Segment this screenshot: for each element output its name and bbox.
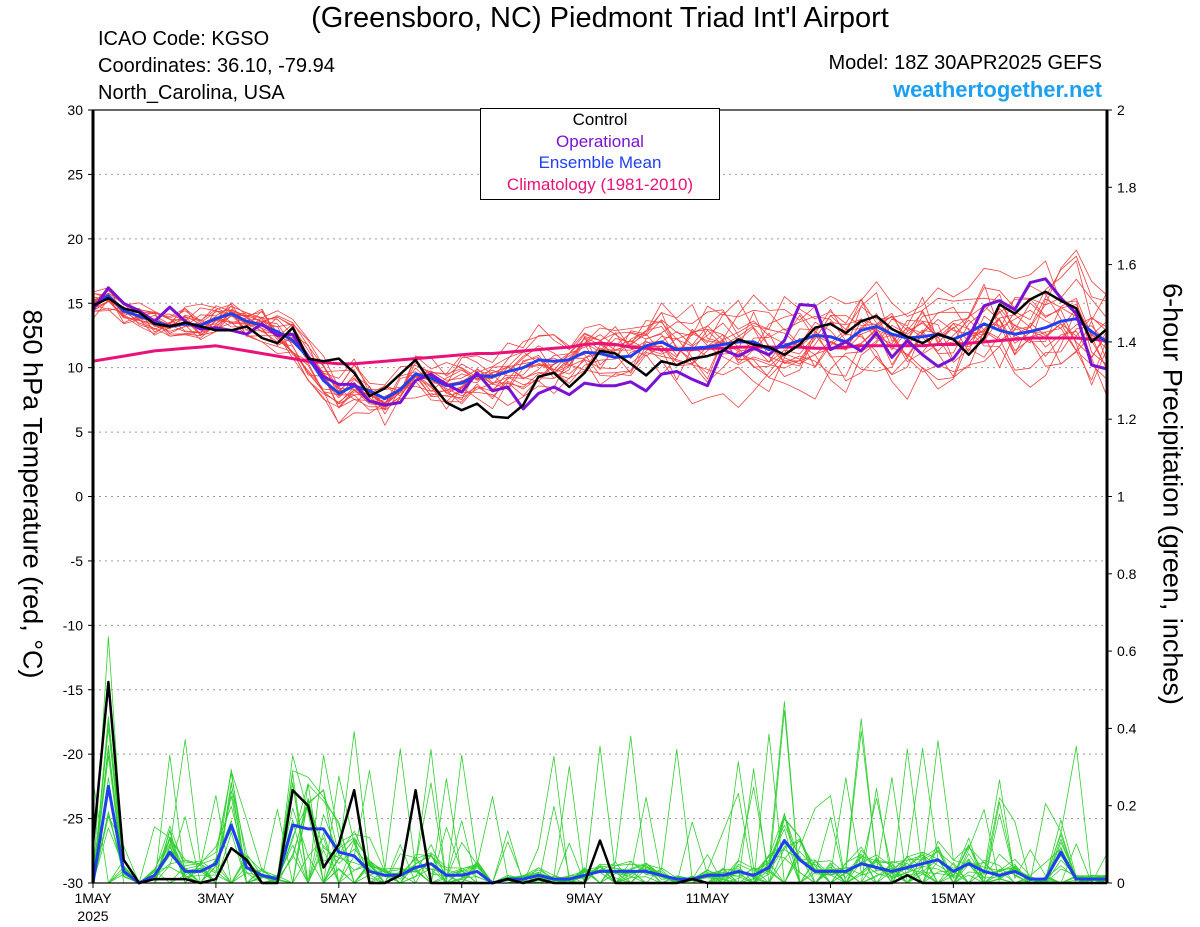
chart-legend: Control Operational Ensemble Mean Climat… — [480, 108, 720, 200]
left-tick-label: -10 — [63, 617, 83, 633]
temperature-control-line — [92, 290, 1108, 420]
precip-member-line — [93, 745, 1108, 884]
x-tick-label: 5MAY — [320, 890, 358, 906]
left-tick-label: -30 — [63, 875, 83, 891]
left-tick-label: 15 — [67, 295, 83, 311]
temperature-member-line — [92, 249, 1108, 424]
right-axis-label: 6-hour Precipitation (green, inches) — [1157, 283, 1188, 705]
x-tick-label: 11MAY — [686, 890, 730, 906]
plot-frame — [92, 109, 1108, 884]
x-tick-label: 15MAY — [931, 890, 977, 906]
x-tick-label: 9MAY — [566, 890, 604, 906]
right-tick-label: 0.6 — [1117, 643, 1137, 659]
temperature-member-line — [92, 255, 1108, 406]
temperature-member-line — [92, 294, 1108, 426]
right-tick-label: 0.4 — [1117, 720, 1137, 736]
temperature-member-line — [92, 287, 1108, 411]
legend-operational: Operational — [556, 131, 644, 151]
temperature-member-line — [92, 260, 1108, 424]
precip-ensemble-mean-line — [91, 784, 1107, 885]
x-tick-label: 1MAY — [74, 890, 112, 906]
icao-code: ICAO Code: KGSO — [98, 28, 270, 50]
x-tick-label: 7MAY — [443, 890, 481, 906]
left-tick-label: 20 — [67, 231, 83, 247]
temperature-ensemble-mean-line — [92, 294, 1108, 401]
temperature-operational-line — [91, 277, 1108, 411]
left-tick-label: 0 — [75, 489, 83, 505]
brand-link[interactable]: weathertogether.net — [892, 77, 1102, 102]
left-tick-label: 30 — [67, 102, 83, 118]
left-tick-label: -15 — [63, 682, 83, 698]
left-axis-label: 850 hPa Temperature (red, °C) — [17, 309, 48, 679]
left-tick-label: 10 — [67, 360, 83, 376]
right-tick-label: 1 — [1117, 489, 1125, 505]
x-tick-label: 3MAY — [197, 890, 235, 906]
legend-climatology: Climatology (1981-2010) — [506, 174, 694, 194]
temperature-member-line — [92, 288, 1108, 409]
right-tick-label: 1.4 — [1117, 334, 1137, 350]
right-tick-label: 1.6 — [1117, 257, 1137, 273]
legend-ensemble-mean: Ensemble Mean — [538, 153, 662, 172]
right-tick-label: 2 — [1117, 102, 1125, 118]
legend-control: Control — [572, 110, 628, 129]
x-tick-label: 13MAY — [808, 890, 854, 906]
left-tick-label: -5 — [71, 553, 84, 569]
right-tick-label: 1.2 — [1117, 411, 1137, 427]
model-run: Model: 18Z 30APR2025 GEFS — [828, 52, 1102, 74]
right-tick-label: 0.2 — [1117, 798, 1137, 814]
right-tick-label: 0 — [1117, 875, 1125, 891]
left-tick-label: -25 — [63, 811, 83, 827]
coordinates: Coordinates: 36.10, -79.94 — [98, 55, 335, 77]
x-year-label: 2025 — [77, 908, 108, 924]
left-tick-label: -20 — [63, 746, 83, 762]
right-tick-label: 1.8 — [1117, 179, 1137, 195]
temperature-member-line — [92, 304, 1108, 400]
climatology-line — [92, 336, 1108, 366]
left-tick-label: 5 — [75, 424, 83, 440]
region: North_Carolina, USA — [98, 82, 285, 104]
left-tick-label: 25 — [67, 166, 83, 182]
page-title: (Greensboro, NC) Piedmont Triad Int'l Ai… — [311, 2, 889, 34]
right-tick-label: 0.8 — [1117, 566, 1137, 582]
